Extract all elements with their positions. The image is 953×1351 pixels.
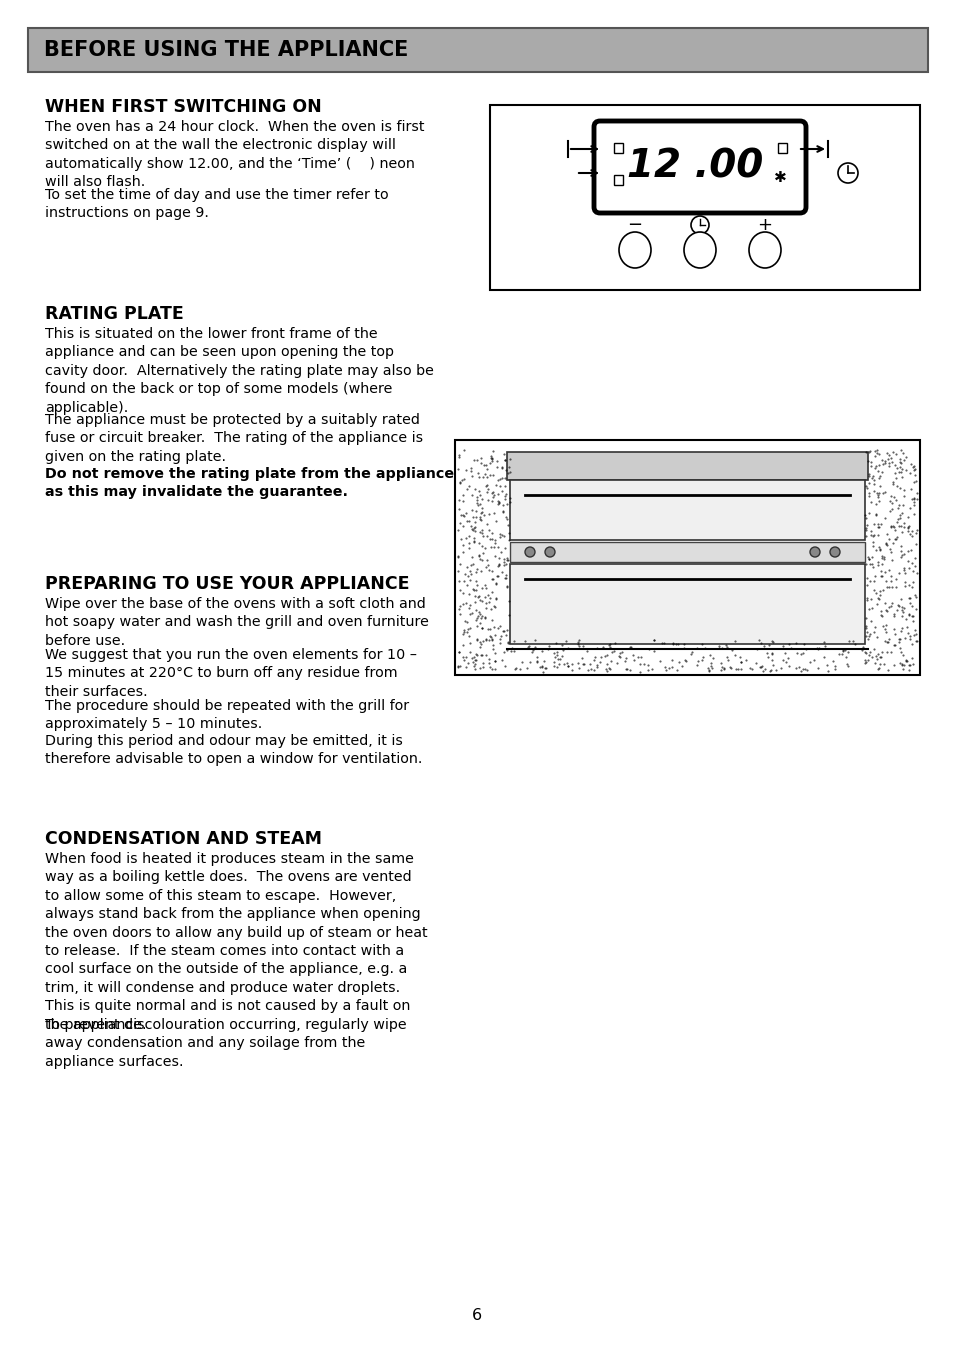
Bar bbox=[510, 563, 864, 644]
Text: We suggest that you run the oven elements for 10 –
15 minutes at 220°C to burn o: We suggest that you run the oven element… bbox=[45, 648, 416, 698]
Circle shape bbox=[544, 547, 555, 557]
Bar bbox=[614, 176, 622, 185]
Bar bbox=[614, 143, 622, 153]
Ellipse shape bbox=[618, 232, 650, 267]
Ellipse shape bbox=[748, 232, 781, 267]
Text: To set the time of day and use the timer refer to
instructions on page 9.: To set the time of day and use the timer… bbox=[45, 188, 388, 220]
FancyBboxPatch shape bbox=[594, 122, 805, 213]
Circle shape bbox=[837, 163, 857, 182]
Bar bbox=[490, 105, 919, 290]
Bar bbox=[778, 143, 786, 153]
Ellipse shape bbox=[683, 232, 716, 267]
Text: 6: 6 bbox=[472, 1308, 481, 1323]
Circle shape bbox=[829, 547, 840, 557]
Bar bbox=[506, 453, 867, 480]
Text: BEFORE USING THE APPLIANCE: BEFORE USING THE APPLIANCE bbox=[44, 41, 408, 59]
Text: Wipe over the base of the ovens with a soft cloth and
hot soapy water and wash t: Wipe over the base of the ovens with a s… bbox=[45, 597, 429, 647]
Text: WHEN FIRST SWITCHING ON: WHEN FIRST SWITCHING ON bbox=[45, 99, 321, 116]
Bar bbox=[510, 542, 864, 562]
Bar bbox=[455, 440, 919, 676]
Text: +: + bbox=[757, 216, 772, 234]
Text: The appliance must be protected by a suitably rated
fuse or circuit breaker.  Th: The appliance must be protected by a sui… bbox=[45, 413, 423, 463]
Text: The oven has a 24 hour clock.  When the oven is first
switched on at the wall th: The oven has a 24 hour clock. When the o… bbox=[45, 120, 424, 189]
Text: The procedure should be repeated with the grill for
approximately 5 – 10 minutes: The procedure should be repeated with th… bbox=[45, 698, 409, 731]
Text: 12 .00: 12 .00 bbox=[626, 149, 762, 186]
Text: During this period and odour may be emitted, it is
therefore advisable to open a: During this period and odour may be emit… bbox=[45, 734, 422, 766]
Text: CONDENSATION AND STEAM: CONDENSATION AND STEAM bbox=[45, 830, 322, 848]
Circle shape bbox=[809, 547, 820, 557]
Text: To prevent discolouration occurring, regularly wipe
away condensation and any so: To prevent discolouration occurring, reg… bbox=[45, 1019, 406, 1069]
Text: −: − bbox=[627, 216, 642, 234]
Bar bbox=[28, 28, 927, 72]
Bar bbox=[510, 480, 864, 540]
Text: Do not remove the rating plate from the appliance
as this may invalidate the gua: Do not remove the rating plate from the … bbox=[45, 467, 454, 500]
Text: PREPARING TO USE YOUR APPLIANCE: PREPARING TO USE YOUR APPLIANCE bbox=[45, 576, 409, 593]
Text: When food is heated it produces steam in the same
way as a boiling kettle does. : When food is heated it produces steam in… bbox=[45, 852, 427, 1032]
Circle shape bbox=[524, 547, 535, 557]
Text: RATING PLATE: RATING PLATE bbox=[45, 305, 184, 323]
Circle shape bbox=[690, 216, 708, 234]
Text: ✱: ✱ bbox=[773, 169, 785, 185]
Text: This is situated on the lower front frame of the
appliance and can be seen upon : This is situated on the lower front fram… bbox=[45, 327, 434, 415]
